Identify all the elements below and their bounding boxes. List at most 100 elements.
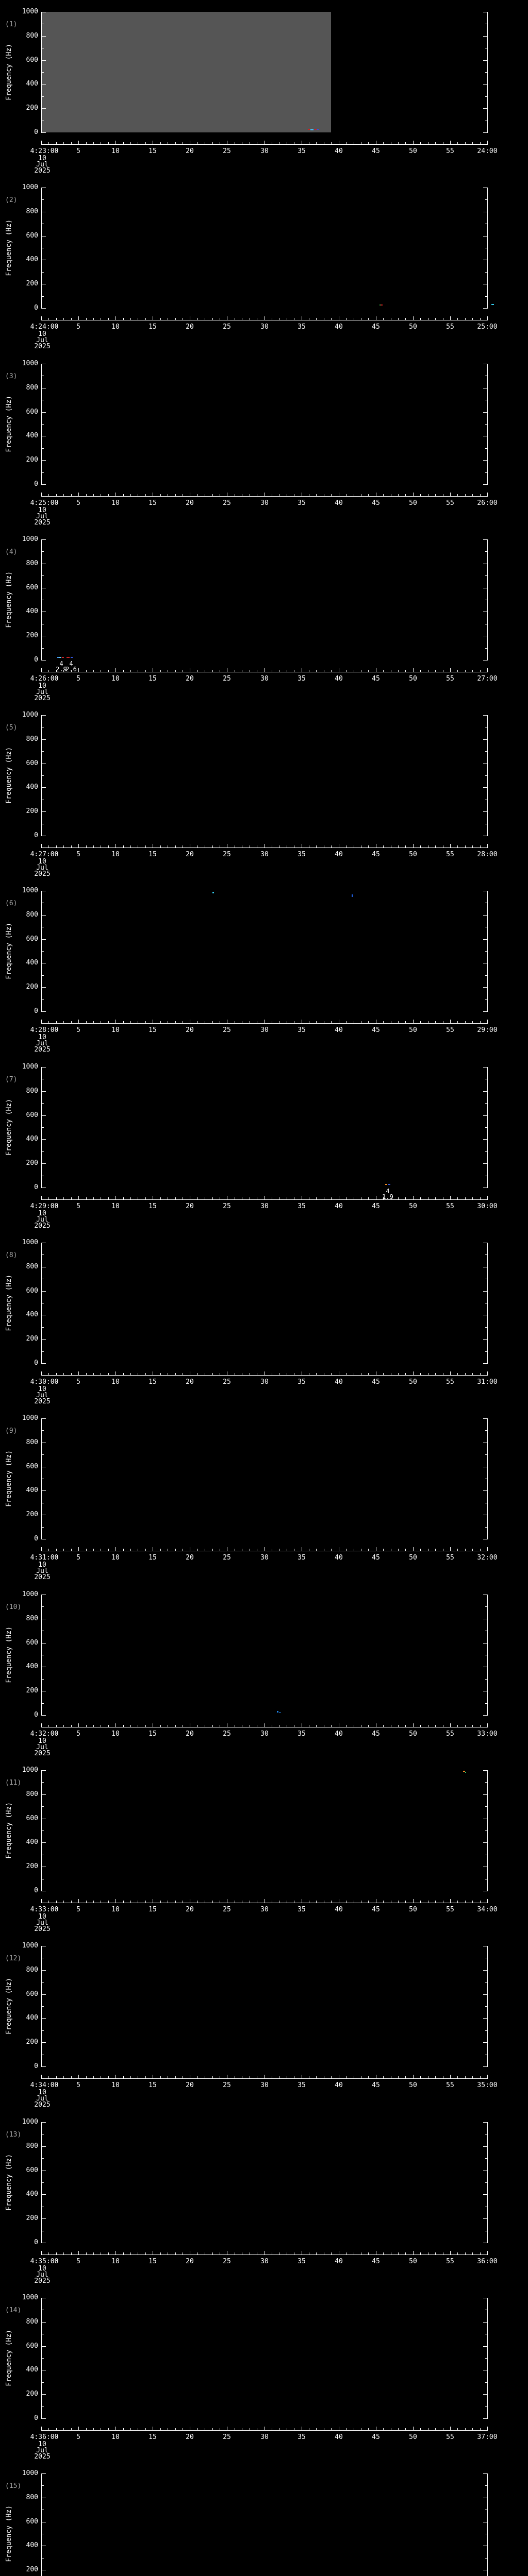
- y-tick-label: 400: [26, 1135, 38, 1143]
- date-label: 2025: [34, 1925, 51, 1933]
- x-tick-label: 15: [148, 147, 157, 155]
- x-tick-label: 35: [298, 851, 306, 858]
- x-tick: [108, 2428, 109, 2430]
- x-tick-label: 15: [148, 499, 157, 507]
- x-tick: [316, 1549, 317, 1551]
- start-time-label: 4:36:00: [30, 2433, 59, 2441]
- x-tick: [316, 1021, 317, 1023]
- x-tick: [435, 1549, 436, 1551]
- x-tick: [48, 845, 49, 848]
- x-tick: [383, 318, 384, 320]
- x-tick: [71, 2428, 72, 2430]
- y-axis-title-text: Frequency (Hz): [5, 1099, 13, 1156]
- y-axis-right: [487, 188, 488, 309]
- y-tick: [483, 1715, 487, 1716]
- x-tick: [175, 2076, 176, 2078]
- x-tick: [41, 2427, 42, 2430]
- y-tick-label: 1000: [22, 2118, 38, 2126]
- date-label: 10: [38, 1385, 46, 1393]
- y-tick: [42, 1151, 44, 1152]
- x-tick: [368, 142, 369, 144]
- y-tick-label: 400: [26, 1486, 38, 1494]
- x-tick: [398, 845, 399, 848]
- y-tick: [42, 1703, 44, 1704]
- x-tick-label: 40: [335, 675, 343, 683]
- y-axis-left: [41, 12, 42, 133]
- y-tick-label: 800: [26, 735, 38, 743]
- x-tick-label: 5: [76, 147, 80, 155]
- y-tick: [485, 951, 487, 952]
- y-axis-left: [41, 891, 42, 1012]
- y-tick: [42, 787, 46, 788]
- x-tick: [108, 670, 109, 672]
- x-tick: [450, 1020, 451, 1023]
- x-tick: [145, 2252, 146, 2255]
- y-axis-title: Frequency (Hz): [4, 1770, 13, 1891]
- x-tick-label: 45: [372, 1378, 380, 1386]
- panel-number-label: (7): [5, 1076, 18, 1083]
- x-tick-label: 55: [446, 2081, 454, 2089]
- panel-number-label: (9): [5, 1427, 18, 1435]
- x-tick: [316, 142, 317, 144]
- x-tick: [331, 2076, 332, 2078]
- y-tick: [42, 2382, 44, 2383]
- start-time-label: 4:25:00: [30, 499, 59, 507]
- y-tick: [483, 915, 487, 916]
- x-tick-label: 5: [76, 851, 80, 858]
- x-tick: [405, 845, 406, 848]
- x-tick: [63, 670, 64, 672]
- y-axis-title: Frequency (Hz): [4, 2298, 13, 2418]
- x-tick: [480, 1197, 481, 1199]
- y-tick-label: 400: [26, 2190, 38, 2198]
- y-tick-label: 1000: [22, 360, 38, 367]
- x-tick-label: 35: [298, 1730, 306, 1738]
- y-tick: [42, 1806, 44, 1807]
- x-tick-label: 40: [335, 1906, 343, 1913]
- x-tick: [197, 318, 198, 320]
- y-tick-label: 400: [26, 1838, 38, 1846]
- x-tick: [78, 493, 79, 496]
- y-tick: [483, 132, 487, 133]
- y-tick: [42, 460, 46, 461]
- x-tick: [130, 1725, 131, 1727]
- x-axis-line: [41, 2078, 488, 2079]
- y-tick: [483, 1115, 487, 1116]
- y-tick: [42, 1770, 46, 1771]
- x-tick: [405, 1725, 406, 1727]
- x-tick: [78, 141, 79, 144]
- x-tick: [63, 845, 64, 848]
- spectrogram-panel: (11) Frequency (Hz) 0 200 400 600 800 1000 4:33:…: [0, 1758, 528, 1934]
- y-tick: [42, 272, 44, 273]
- y-axis-title-text: Frequency (Hz): [5, 396, 13, 452]
- x-tick: [71, 2076, 72, 2078]
- y-axis-right: [487, 539, 488, 660]
- x-tick: [48, 670, 49, 672]
- y-tick: [42, 975, 44, 976]
- x-tick-label: 40: [335, 2258, 343, 2265]
- x-tick: [93, 845, 94, 848]
- x-tick: [145, 1373, 146, 1375]
- x-tick: [145, 494, 146, 496]
- x-tick: [56, 2076, 57, 2078]
- start-time-label: 4:32:00: [30, 1730, 59, 1738]
- y-axis-title-text: Frequency (Hz): [5, 1450, 13, 1507]
- date-label: 10: [38, 155, 46, 162]
- start-time-label: 4:27:00: [30, 851, 59, 858]
- y-tick: [483, 2346, 487, 2347]
- x-tick: [472, 2076, 473, 2078]
- y-axis-title: Frequency (Hz): [4, 891, 13, 1011]
- x-tick: [487, 1899, 488, 1903]
- x-tick: [48, 1901, 49, 1903]
- x-tick-label: 5: [76, 2081, 80, 2089]
- y-axis-left: [41, 1595, 42, 1716]
- y-axis-left: [41, 715, 42, 836]
- x-tick: [368, 1549, 369, 1551]
- date-label: 10: [38, 1913, 46, 1921]
- date-label: 10: [38, 682, 46, 690]
- x-tick: [145, 2428, 146, 2430]
- x-tick: [487, 1723, 488, 1727]
- y-tick-label: 400: [26, 256, 38, 263]
- y-tick-label: 0: [34, 1887, 38, 1894]
- x-tick-label: 35: [298, 323, 306, 331]
- x-tick: [383, 2076, 384, 2078]
